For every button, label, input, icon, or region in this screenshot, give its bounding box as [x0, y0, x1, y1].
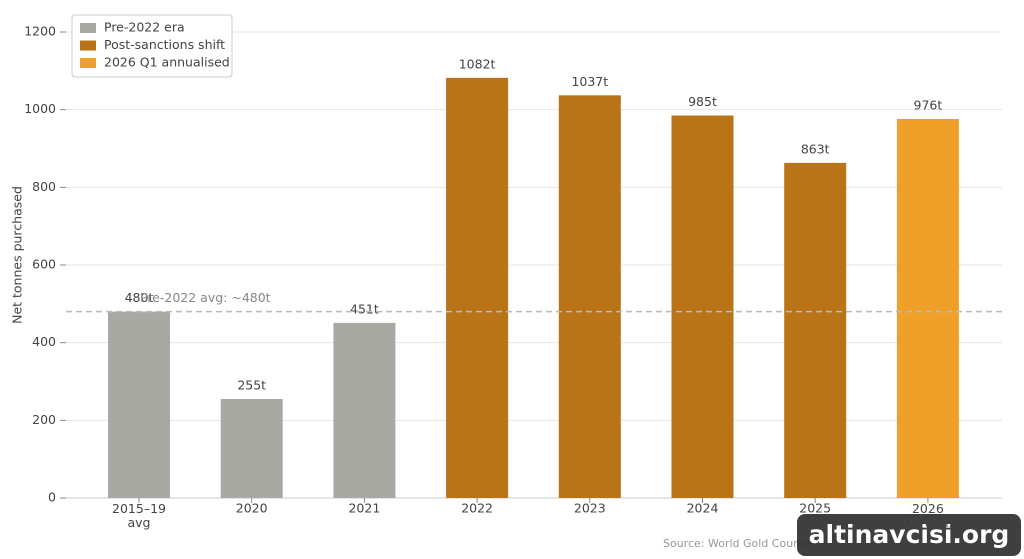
- x-tick-label: 2022: [461, 501, 493, 516]
- value-label: 451t: [350, 301, 379, 316]
- bar: [671, 115, 734, 499]
- bar: [446, 77, 509, 498]
- legend-swatch: [80, 58, 96, 68]
- x-tick-label: 2026 Q1 ann.: [903, 501, 952, 530]
- bar: [333, 322, 396, 498]
- legend-label: 2026 Q1 annualised: [104, 55, 230, 70]
- value-label: 255t: [237, 377, 266, 392]
- x-tick-label: 2020: [236, 501, 268, 516]
- x-tick-label: 2015–19 avg: [112, 501, 166, 530]
- x-tick-label: 2025: [799, 501, 831, 516]
- value-label: 1082t: [459, 56, 496, 71]
- reference-label: Pre-2022 avg: ~480t: [140, 290, 271, 305]
- source: Source: World Gold Council: [663, 537, 812, 550]
- legend-label: Pre-2022 era: [104, 20, 185, 35]
- y-tick-label: 400: [32, 334, 56, 349]
- y-tick-label: 800: [32, 179, 56, 194]
- y-tick-label: 200: [32, 412, 56, 427]
- value-label: 863t: [801, 141, 830, 156]
- y-tick-label: 1200: [24, 24, 56, 39]
- bar: [108, 311, 170, 498]
- y-tick-label: 0: [48, 490, 56, 505]
- bar: [784, 162, 847, 499]
- value-label: 480t: [125, 290, 154, 305]
- legend-swatch: [80, 23, 96, 33]
- bar: [558, 95, 621, 498]
- legend-box: [71, 14, 233, 78]
- x-tick-label: 2024: [687, 501, 719, 516]
- y-axis-label: Net tonnes purchased: [10, 186, 25, 324]
- value-label: 976t: [914, 97, 943, 112]
- y-tick-label: 1000: [24, 101, 56, 116]
- x-tick-label: 2023: [574, 501, 606, 516]
- value-label: 985t: [688, 94, 717, 109]
- legend-label: Post-sanctions shift: [104, 37, 225, 52]
- watermark-box: [797, 514, 1021, 556]
- value-label: 1037t: [571, 74, 608, 89]
- x-tick-label: 2021: [348, 501, 380, 516]
- y-tick-label: 600: [32, 257, 56, 272]
- bar: [896, 118, 959, 498]
- watermark: altinavcisi.org: [809, 520, 1010, 549]
- legend-swatch: [80, 40, 96, 51]
- bar: [220, 398, 283, 498]
